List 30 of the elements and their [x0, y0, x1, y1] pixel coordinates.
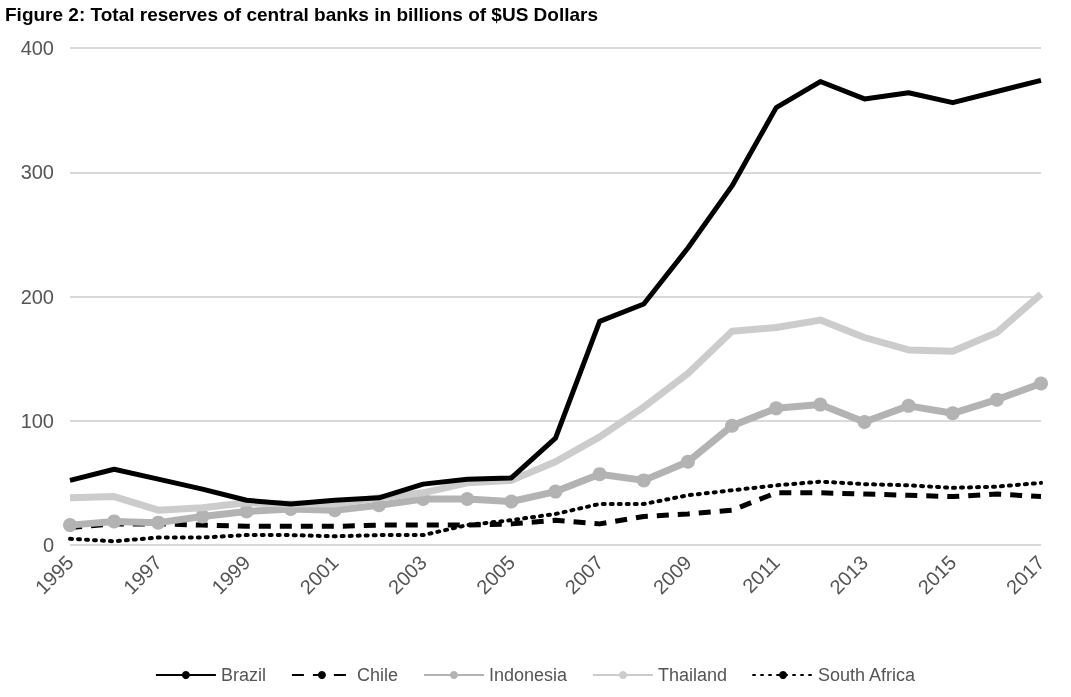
- point: [769, 401, 784, 416]
- point: [592, 467, 607, 482]
- point: [989, 392, 1004, 407]
- point: [195, 509, 210, 524]
- point: [857, 415, 872, 429]
- point: [945, 406, 960, 421]
- chart-title: Figure 2: Total reserves of central banks in billions of $US Dollars: [5, 4, 599, 25]
- y-tick-label: 400: [20, 37, 54, 59]
- point: [901, 398, 916, 413]
- point: [151, 515, 166, 530]
- legend-label: Brazil: [220, 665, 266, 685]
- point: [63, 518, 77, 533]
- point: [636, 473, 651, 488]
- legend-label: Thailand: [658, 665, 728, 685]
- legend-label: Chile: [356, 665, 398, 685]
- point: [548, 484, 563, 499]
- legend-label: South Africa: [818, 665, 917, 685]
- line-series: [68, 479, 1043, 544]
- point: [680, 454, 695, 469]
- y-tick-label: 300: [20, 161, 54, 184]
- point: [107, 514, 122, 529]
- legend-label: Indonesia: [488, 665, 568, 685]
- y-tick-label: 0: [42, 534, 54, 556]
- point: [725, 418, 740, 433]
- y-tick-label: 200: [20, 285, 54, 308]
- point: [813, 397, 828, 412]
- point: [460, 492, 475, 507]
- y-tick-label: 100: [20, 409, 54, 432]
- point: [504, 494, 519, 509]
- point: [1034, 376, 1048, 391]
